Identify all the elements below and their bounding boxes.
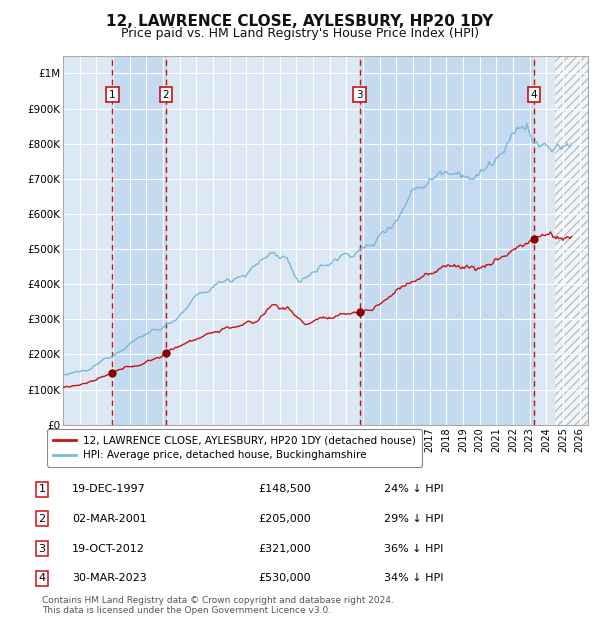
Text: £530,000: £530,000 bbox=[258, 574, 311, 583]
Text: 19-OCT-2012: 19-OCT-2012 bbox=[72, 544, 145, 554]
Text: Price paid vs. HM Land Registry's House Price Index (HPI): Price paid vs. HM Land Registry's House … bbox=[121, 27, 479, 40]
Text: £205,000: £205,000 bbox=[258, 514, 311, 524]
Text: 3: 3 bbox=[356, 89, 363, 100]
Text: 2: 2 bbox=[163, 89, 169, 100]
Legend: 12, LAWRENCE CLOSE, AYLESBURY, HP20 1DY (detached house), HPI: Average price, de: 12, LAWRENCE CLOSE, AYLESBURY, HP20 1DY … bbox=[47, 430, 422, 466]
Text: 3: 3 bbox=[38, 544, 46, 554]
Bar bbox=[359, 56, 534, 425]
Text: 02-MAR-2001: 02-MAR-2001 bbox=[72, 514, 147, 524]
Text: 4: 4 bbox=[38, 574, 46, 583]
Text: 36% ↓ HPI: 36% ↓ HPI bbox=[384, 544, 443, 554]
Text: £321,000: £321,000 bbox=[258, 544, 311, 554]
Text: 1: 1 bbox=[38, 484, 46, 494]
Text: Contains HM Land Registry data © Crown copyright and database right 2024.
This d: Contains HM Land Registry data © Crown c… bbox=[42, 596, 394, 615]
Bar bbox=[554, 56, 588, 425]
Text: 12, LAWRENCE CLOSE, AYLESBURY, HP20 1DY: 12, LAWRENCE CLOSE, AYLESBURY, HP20 1DY bbox=[106, 14, 494, 29]
Bar bbox=[112, 56, 166, 425]
Text: 2: 2 bbox=[38, 514, 46, 524]
Text: 34% ↓ HPI: 34% ↓ HPI bbox=[384, 574, 443, 583]
Text: 19-DEC-1997: 19-DEC-1997 bbox=[72, 484, 146, 494]
Text: 29% ↓ HPI: 29% ↓ HPI bbox=[384, 514, 443, 524]
Text: 1: 1 bbox=[109, 89, 116, 100]
Text: 30-MAR-2023: 30-MAR-2023 bbox=[72, 574, 147, 583]
Text: 24% ↓ HPI: 24% ↓ HPI bbox=[384, 484, 443, 494]
Text: 4: 4 bbox=[530, 89, 537, 100]
Text: £148,500: £148,500 bbox=[258, 484, 311, 494]
